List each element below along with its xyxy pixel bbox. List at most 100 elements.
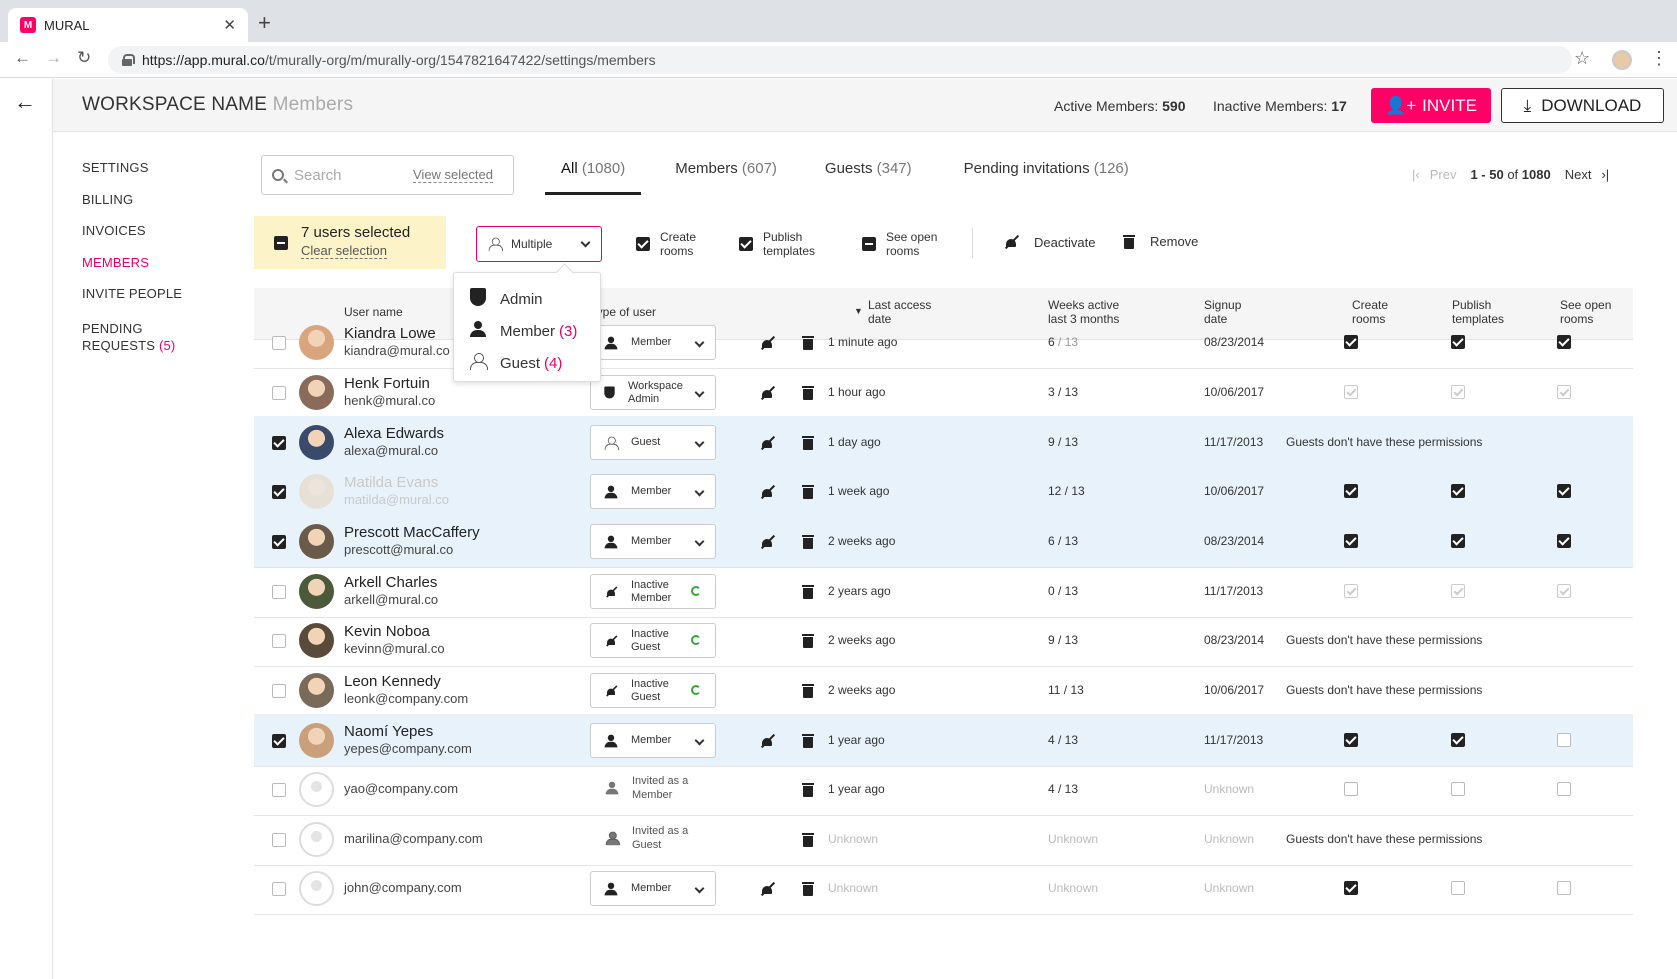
sidebar-item-invoices[interactable]: INVOICES <box>82 223 146 238</box>
next-page-link[interactable]: Next <box>1564 167 1592 182</box>
row-checkbox[interactable] <box>272 783 286 797</box>
forward-icon[interactable]: → <box>45 48 62 67</box>
deactivate-user-icon[interactable] <box>759 385 775 401</box>
publish-templates-checkbox[interactable] <box>1451 733 1465 747</box>
publish-templates-checkbox[interactable] <box>739 237 753 251</box>
back-arrow-icon[interactable]: ← <box>14 89 36 114</box>
publish-templates-checkbox[interactable] <box>1451 385 1465 399</box>
download-button[interactable]: ⤓ DOWNLOAD <box>1501 88 1664 123</box>
col-type-of-user[interactable]: Type of user <box>590 305 657 319</box>
row-checkbox[interactable] <box>272 336 286 350</box>
table-row[interactable]: Leon Kennedy leonk@company.com Inactive Gue… <box>254 664 1633 717</box>
clear-selection-link[interactable]: Clear selection <box>301 243 387 259</box>
remove-user-icon[interactable] <box>802 336 814 350</box>
col-create-rooms[interactable]: Create rooms <box>1352 298 1389 326</box>
see-open-rooms-checkbox[interactable] <box>1557 881 1571 895</box>
deactivate-button[interactable]: Deactivate <box>1003 234 1095 250</box>
role-dropdown[interactable]: Member <box>590 723 716 758</box>
table-row[interactable]: Kevin Noboa kevinn@mural.co Inactive Guest 2… <box>254 614 1633 667</box>
role-menu-admin[interactable]: Admin <box>454 283 600 315</box>
select-all-checkbox[interactable] <box>274 236 288 250</box>
col-user-name[interactable]: User name <box>344 305 403 319</box>
close-tab-icon[interactable]: ✕ <box>223 17 236 34</box>
remove-user-icon[interactable] <box>802 585 814 599</box>
see-open-rooms-checkbox[interactable] <box>1557 534 1571 548</box>
reactivate-icon[interactable] <box>691 586 701 596</box>
browser-menu-icon[interactable]: ⋮ <box>1650 48 1668 68</box>
create-rooms-checkbox[interactable] <box>636 237 650 251</box>
table-row[interactable]: Arkell Charles arkell@mural.co Inactive Mem… <box>254 565 1633 618</box>
table-row[interactable]: Prescott MacCaffery prescott@mural.co Memb… <box>254 515 1633 568</box>
publish-templates-checkbox[interactable] <box>1451 484 1465 498</box>
see-open-rooms-checkbox[interactable] <box>1557 484 1571 498</box>
table-row[interactable]: marilina@company.com Invited as a Guest Unk… <box>254 813 1633 866</box>
create-rooms-checkbox[interactable] <box>1344 881 1358 895</box>
invite-button[interactable]: 👤+ INVITE <box>1371 88 1491 123</box>
role-dropdown[interactable]: Member <box>590 325 716 360</box>
remove-user-icon[interactable] <box>802 882 814 896</box>
create-rooms-checkbox[interactable] <box>1344 782 1358 796</box>
profile-avatar[interactable] <box>1612 50 1632 70</box>
deactivate-user-icon[interactable] <box>759 335 775 351</box>
tab-all[interactable]: All (1080) <box>545 160 642 195</box>
back-icon[interactable]: ← <box>14 48 31 67</box>
remove-user-icon[interactable] <box>802 535 814 549</box>
remove-user-icon[interactable] <box>802 485 814 499</box>
row-checkbox[interactable] <box>272 436 286 450</box>
create-rooms-checkbox[interactable] <box>1344 385 1358 399</box>
see-open-rooms-checkbox[interactable] <box>862 237 876 251</box>
deactivate-user-icon[interactable] <box>759 435 775 451</box>
create-rooms-checkbox[interactable] <box>1344 534 1358 548</box>
url-field[interactable]: https://app.mural.co/t/murally-org/m/mur… <box>108 46 1572 74</box>
bulk-role-dropdown[interactable]: Multiple <box>476 226 602 262</box>
last-page-icon[interactable]: ›| <box>1601 167 1610 182</box>
role-dropdown[interactable]: Member <box>590 524 716 559</box>
deactivate-user-icon[interactable] <box>759 733 775 749</box>
bulk-see-open-rooms[interactable]: See open rooms <box>862 230 937 258</box>
search-input[interactable] <box>294 166 409 184</box>
deactivate-user-icon[interactable] <box>759 881 775 897</box>
see-open-rooms-checkbox[interactable] <box>1557 782 1571 796</box>
row-checkbox[interactable] <box>272 734 286 748</box>
see-open-rooms-checkbox[interactable] <box>1557 584 1571 598</box>
publish-templates-checkbox[interactable] <box>1451 881 1465 895</box>
sidebar-item-members[interactable]: MEMBERS <box>82 254 150 270</box>
publish-templates-checkbox[interactable] <box>1451 782 1465 796</box>
role-dropdown[interactable]: Member <box>590 871 716 906</box>
view-selected-link[interactable]: View selected <box>413 167 493 183</box>
role-dropdown[interactable]: Inactive Guest <box>590 673 716 708</box>
role-dropdown[interactable]: Member <box>590 474 716 509</box>
reload-icon[interactable]: ↻ <box>77 48 92 67</box>
first-page-icon[interactable]: |‹ <box>1412 167 1420 182</box>
bulk-create-rooms[interactable]: Create rooms <box>636 230 696 258</box>
reactivate-icon[interactable] <box>691 685 701 695</box>
col-publish-templates[interactable]: Publish templates <box>1452 298 1505 326</box>
bookmark-star-icon[interactable]: ☆ <box>1574 48 1591 68</box>
row-checkbox[interactable] <box>272 833 286 847</box>
role-dropdown[interactable]: Guest <box>590 425 716 460</box>
col-see-open-rooms[interactable]: See open rooms <box>1560 298 1612 326</box>
remove-user-icon[interactable] <box>802 783 814 797</box>
see-open-rooms-checkbox[interactable] <box>1557 385 1571 399</box>
reactivate-icon[interactable] <box>691 635 701 645</box>
tab-pending-invitations[interactable]: Pending invitations (126) <box>963 160 1129 177</box>
role-dropdown[interactable]: Inactive Guest <box>590 623 716 658</box>
tab-members[interactable]: Members (607) <box>675 160 777 177</box>
create-rooms-checkbox[interactable] <box>1344 584 1358 598</box>
col-weeks-active[interactable]: Weeks active last 3 months <box>1048 298 1120 326</box>
table-row[interactable]: Matilda Evans matilda@mural.co Member 1 wee… <box>254 465 1633 518</box>
publish-templates-checkbox[interactable] <box>1451 335 1465 349</box>
role-menu-guest[interactable]: Guest (4) <box>454 347 600 379</box>
col-signup-date[interactable]: Signup date <box>1204 298 1242 326</box>
publish-templates-checkbox[interactable] <box>1451 584 1465 598</box>
table-row[interactable]: yao@company.com Invited as a Member 1 year … <box>254 763 1633 816</box>
publish-templates-checkbox[interactable] <box>1451 534 1465 548</box>
tab-guests[interactable]: Guests (347) <box>824 160 912 177</box>
remove-button[interactable]: Remove <box>1123 234 1198 249</box>
role-dropdown[interactable]: Workspace Admin <box>590 375 716 410</box>
create-rooms-checkbox[interactable] <box>1344 484 1358 498</box>
create-rooms-checkbox[interactable] <box>1344 335 1358 349</box>
col-last-access[interactable]: ▼ Last access date <box>854 298 932 326</box>
row-checkbox[interactable] <box>272 386 286 400</box>
see-open-rooms-checkbox[interactable] <box>1557 335 1571 349</box>
